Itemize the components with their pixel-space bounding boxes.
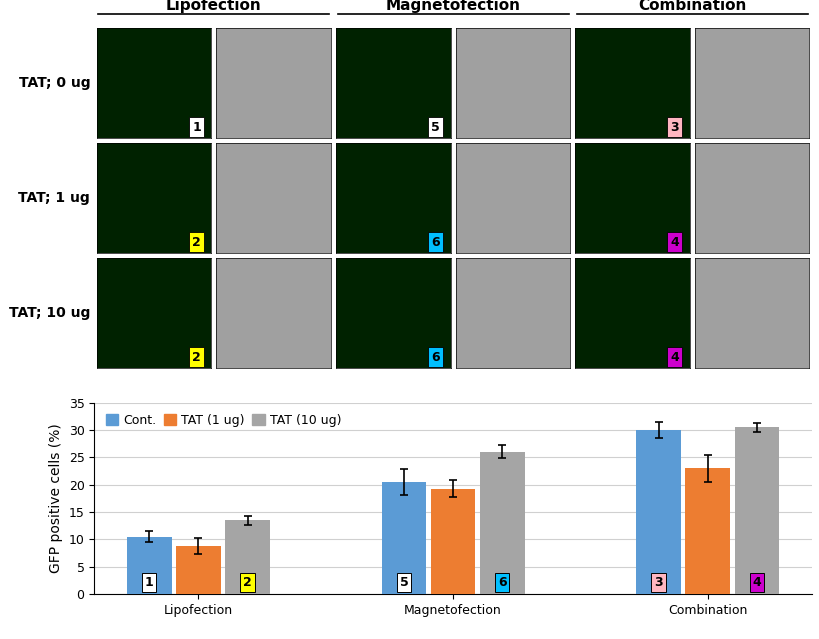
Text: Lipofection: Lipofection bbox=[165, 0, 261, 13]
Text: 4: 4 bbox=[670, 351, 678, 364]
Text: 6: 6 bbox=[497, 576, 506, 589]
Text: 4: 4 bbox=[670, 236, 678, 249]
Text: TAT; 1 ug: TAT; 1 ug bbox=[18, 191, 90, 205]
Text: 3: 3 bbox=[670, 121, 678, 134]
Text: 1: 1 bbox=[145, 576, 153, 589]
Y-axis label: GFP positive cells (%): GFP positive cells (%) bbox=[49, 424, 63, 573]
Text: Magnetofection: Magnetofection bbox=[385, 0, 520, 13]
Bar bbox=[127, 537, 171, 594]
Text: 6: 6 bbox=[431, 236, 440, 249]
Text: 2: 2 bbox=[243, 576, 251, 589]
Bar bbox=[176, 546, 220, 594]
Text: TAT; 0 ug: TAT; 0 ug bbox=[19, 76, 90, 90]
Bar bbox=[734, 427, 778, 594]
Text: 1: 1 bbox=[192, 121, 201, 134]
Bar bbox=[685, 468, 729, 594]
Text: 6: 6 bbox=[431, 351, 440, 364]
Text: 4: 4 bbox=[752, 576, 760, 589]
Text: TAT; 10 ug: TAT; 10 ug bbox=[9, 306, 90, 320]
Text: 2: 2 bbox=[192, 351, 201, 364]
Bar bbox=[225, 520, 269, 594]
Text: 5: 5 bbox=[399, 576, 408, 589]
Text: 3: 3 bbox=[654, 576, 662, 589]
Bar bbox=[636, 430, 680, 594]
Text: 5: 5 bbox=[431, 121, 440, 134]
Bar bbox=[381, 482, 426, 594]
Bar bbox=[479, 452, 524, 594]
Legend: Cont., TAT (1 ug), TAT (10 ug): Cont., TAT (1 ug), TAT (10 ug) bbox=[101, 409, 346, 432]
Text: Combination: Combination bbox=[637, 0, 745, 13]
Bar bbox=[430, 489, 475, 594]
Text: 2: 2 bbox=[192, 236, 201, 249]
